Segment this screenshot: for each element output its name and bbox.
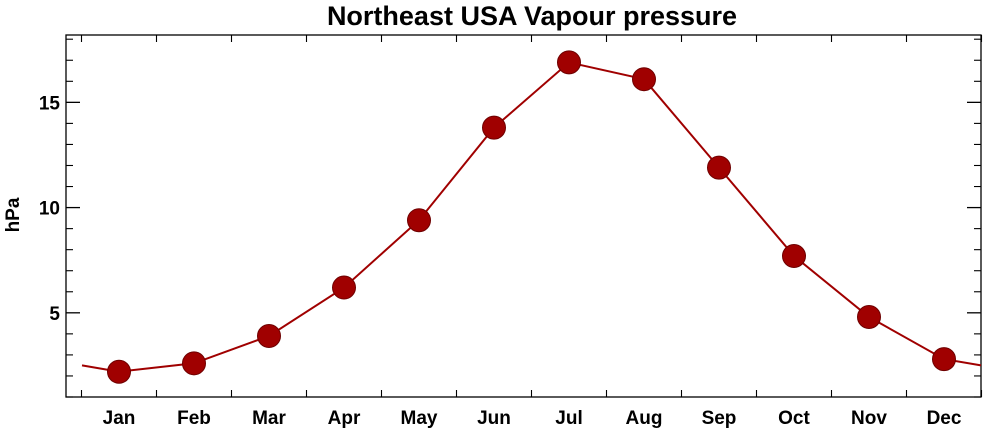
data-point bbox=[257, 323, 281, 348]
x-tick-label: Feb bbox=[177, 408, 211, 429]
x-tick-label: Nov bbox=[851, 408, 887, 429]
x-tick-label: May bbox=[401, 408, 438, 429]
axis-ticks bbox=[66, 35, 983, 398]
y-tick-label: 15 bbox=[39, 93, 61, 114]
x-tick-label: Jun bbox=[477, 408, 511, 429]
y-tick-label: 5 bbox=[49, 304, 60, 325]
y-tick-label: 10 bbox=[39, 199, 60, 220]
data-point bbox=[857, 305, 881, 330]
data-point bbox=[332, 275, 356, 300]
series-line bbox=[81, 61, 982, 373]
data-point bbox=[107, 359, 131, 384]
x-tick-label: Jul bbox=[555, 408, 582, 429]
x-tick-label: Dec bbox=[927, 408, 962, 429]
x-tick-label: Aug bbox=[626, 408, 663, 429]
data-point bbox=[782, 243, 806, 268]
data-point bbox=[407, 208, 431, 233]
x-tick-labels: Jan Feb Mar Apr May Jun Jul Aug Sep Oct Nov Dec bbox=[103, 408, 962, 429]
x-tick-label: Mar bbox=[252, 408, 286, 429]
x-tick-label: Sep bbox=[702, 408, 737, 429]
data-point bbox=[557, 50, 581, 75]
x-tick-label: Apr bbox=[328, 408, 361, 429]
y-axis-label: hPa bbox=[3, 197, 24, 232]
data-point bbox=[482, 115, 506, 140]
data-point bbox=[932, 347, 956, 372]
plot-frame bbox=[65, 34, 982, 398]
x-tick-label: Oct bbox=[778, 408, 810, 429]
data-point bbox=[632, 67, 656, 92]
y-tick-labels: 5 10 15 bbox=[39, 93, 61, 324]
chart-title: Northeast USA Vapour pressure bbox=[327, 1, 737, 31]
data-points bbox=[107, 50, 956, 384]
x-tick-label: Jan bbox=[103, 408, 136, 429]
data-point bbox=[707, 155, 731, 180]
data-point bbox=[182, 351, 206, 376]
